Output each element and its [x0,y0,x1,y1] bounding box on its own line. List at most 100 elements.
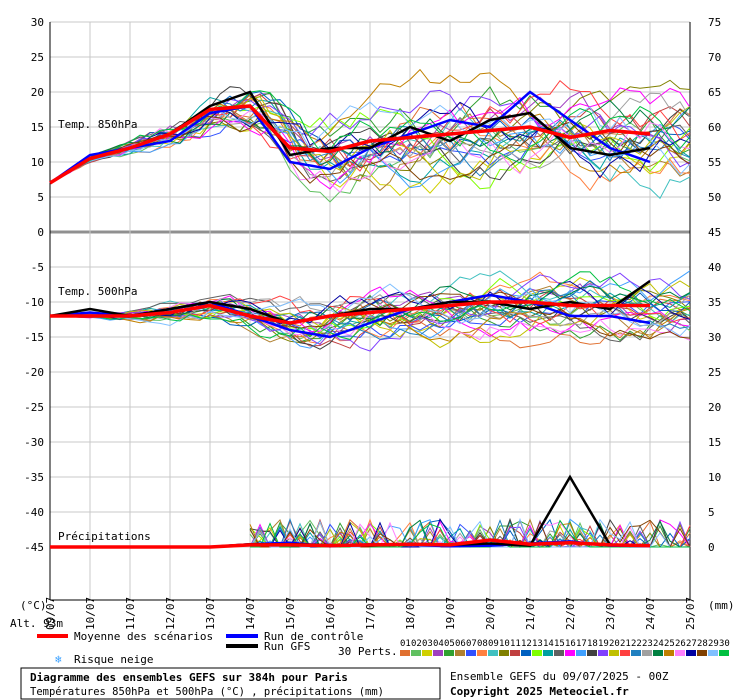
y-left-tick-label: -10 [24,296,44,309]
y-right-tick-label: 45 [708,226,721,239]
perturbation-swatch [455,650,465,656]
perturbation-swatch [444,650,454,656]
perturbation-label: 15 [554,639,565,649]
perturbation-label: 23 [642,639,653,649]
y-left-tick-label: -15 [24,331,44,344]
perturbation-label: 08 [477,639,488,649]
legend-mean-label: Moyenne des scénarios [74,630,213,643]
y-left-tick-label: -5 [31,261,44,274]
x-tick-label: 12/07 [164,597,177,630]
y-right-tick-label: 30 [708,331,721,344]
legend-control-label: Run de contrôle [264,630,363,643]
x-tick-label: 13/07 [204,597,217,630]
x-tick-label: 16/07 [324,597,337,630]
x-tick-label: 19/07 [444,597,457,630]
y-left-tick-label: 25 [31,51,44,64]
y-left-tick-label: -40 [24,506,44,519]
y-right-tick-label: 65 [708,86,721,99]
perturbation-label: 18 [587,639,598,649]
x-tick-label: 23/07 [604,597,617,630]
x-tick-label: 25/07 [684,597,697,630]
chart-grid [49,21,691,601]
perturbation-label: 28 [697,639,708,649]
ensemble-line-500 [49,292,691,325]
y-left-tick-label: 5 [37,191,44,204]
y-right-tick-label: 35 [708,296,721,309]
perturbation-swatch [642,650,652,656]
perturbation-label: 29 [708,639,719,649]
x-tick-label: 18/07 [404,597,417,630]
perturbation-swatch [675,650,685,656]
y-left-tick-label: 0 [37,226,44,239]
altitude-label: Alt. 93m [10,617,63,630]
ensemble-line-500 [50,283,691,337]
perturbation-swatch [565,650,575,656]
perturbation-label: 09 [488,639,499,649]
main-series-lines [49,90,651,549]
perturbation-swatch [697,650,707,656]
perturbation-label: 13 [532,639,543,649]
precip-panel-label: Précipitations [58,530,151,543]
perturbation-swatch [631,650,641,656]
y-left-tick-label: 30 [31,16,44,29]
perturbation-swatch [664,650,674,656]
perturbation-swatch [719,650,729,656]
y-left-tick-label: -20 [24,366,44,379]
y-right-tick-label: 60 [708,121,721,134]
perturbation-swatch [400,650,410,656]
t500-panel-label: Temp. 500hPa [58,285,137,298]
x-tick-label: 10/07 [84,597,97,630]
y-right-tick-label: 20 [708,401,721,414]
y-right-tick-label: 70 [708,51,721,64]
ensemble-line-500 [49,271,691,340]
snowflake-icon: ❄ [55,653,62,666]
perturbation-swatch [433,650,443,656]
y-left-tick-label: 15 [31,121,44,134]
legend-gfs-label: Run GFS [264,640,310,653]
perturbation-swatch [686,650,696,656]
x-tick-label: 09/07 [44,597,57,630]
y-left-tick-label: -30 [24,436,44,449]
x-tick-label: 15/07 [284,597,297,630]
series-t500-line [50,300,650,325]
series-t850-line [49,90,651,185]
x-tick-label: 11/07 [124,597,137,630]
perturbation-legend: 01 02 03 04 05 06 07 08 09 10 11 12 13 14 15 16 17 18 19 20… [400,639,730,656]
perturbation-label: 30 [719,639,730,649]
footer-title-box [20,667,441,700]
perturbation-swatch [510,650,520,656]
perturbation-label: 03 [422,639,433,649]
perturbation-label: 26 [675,639,686,649]
perturbation-swatch [587,650,597,656]
y-left-tick-label: -25 [24,401,44,414]
footer-run-info: Ensemble GEFS du 09/07/2025 - 00Z [450,670,669,683]
perturbation-swatch [609,650,619,656]
perturbation-swatch [576,650,586,656]
perturbation-label: 20 [609,639,620,649]
perturbation-swatch [488,650,498,656]
perturbation-label: 24 [653,639,664,649]
ensemble-line-precip [249,517,690,548]
x-axis-ticks: 09/07 10/07 11/07 12/07 13/07 14/07 15/07 16/07… [44,597,697,630]
y-right-tick-label: 0 [708,541,715,554]
y-left-tick-label: -45 [24,541,44,554]
y-right-tick-label: 40 [708,261,721,274]
y-right-tick-label: 15 [708,436,721,449]
perturbation-swatch [653,650,663,656]
unit-left-label: (°C) [20,599,47,612]
perturbation-swatch [598,650,608,656]
ensemble-line-850 [49,101,691,184]
perturbation-label: 16 [565,639,576,649]
ensemble-line-850 [49,90,691,184]
perturbation-label: 21 [620,639,631,649]
x-tick-label: 14/07 [244,597,257,630]
series-precip-line [50,538,651,549]
y-left-tick-label: 10 [31,156,44,169]
y-left-tick-label: -35 [24,471,44,484]
perturbation-label: 27 [686,639,697,649]
ensemble-line-500 [49,285,691,327]
perturbation-label: 22 [631,639,642,649]
perturbation-label: 04 [433,639,444,649]
